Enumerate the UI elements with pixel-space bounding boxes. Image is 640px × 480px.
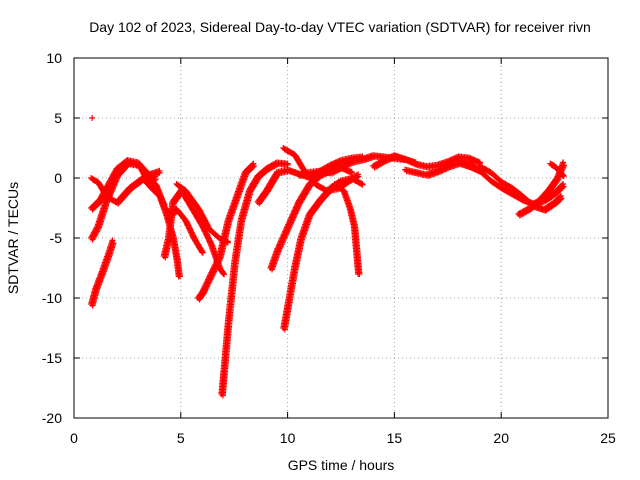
x-tick-label: 10 bbox=[280, 430, 296, 446]
y-tick-label: 10 bbox=[46, 50, 62, 66]
axis-ticks: 0 5 10 15 20 25 10 5 0 -5 -10 -15 -20 bbox=[42, 50, 616, 446]
series-arc-17 bbox=[370, 152, 484, 171]
x-tick-label: 20 bbox=[493, 430, 509, 446]
data-points bbox=[88, 115, 568, 399]
y-tick-label: -10 bbox=[42, 290, 62, 306]
series-outlier bbox=[89, 115, 96, 121]
series-arc-16 bbox=[295, 152, 419, 179]
y-tick-label: -15 bbox=[42, 350, 62, 366]
series-arc-22 bbox=[547, 160, 567, 180]
grid-lines bbox=[74, 58, 608, 418]
x-tick-label: 15 bbox=[387, 430, 403, 446]
y-axis-label: SDTVAR / TECUs bbox=[5, 182, 21, 294]
series-arc-13 bbox=[280, 175, 366, 333]
y-tick-label: 0 bbox=[54, 170, 62, 186]
series-arc-1 bbox=[88, 237, 117, 309]
series-arc-15 bbox=[331, 181, 363, 277]
series-arc-14 bbox=[280, 145, 362, 195]
series-arc-9 bbox=[194, 160, 257, 303]
y-tick-label: -5 bbox=[50, 230, 63, 246]
x-tick-label: 0 bbox=[70, 430, 78, 446]
y-tick-label: -20 bbox=[42, 410, 62, 426]
y-tick-label: 5 bbox=[54, 110, 62, 126]
x-tick-label: 5 bbox=[177, 430, 185, 446]
series-arc-21 bbox=[515, 159, 568, 219]
series-arc-10 bbox=[218, 159, 291, 399]
x-axis-label: GPS time / hours bbox=[288, 457, 395, 473]
x-tick-label: 25 bbox=[600, 430, 616, 446]
chart-title: Day 102 of 2023, Sidereal Day-to-day VTE… bbox=[89, 19, 591, 35]
